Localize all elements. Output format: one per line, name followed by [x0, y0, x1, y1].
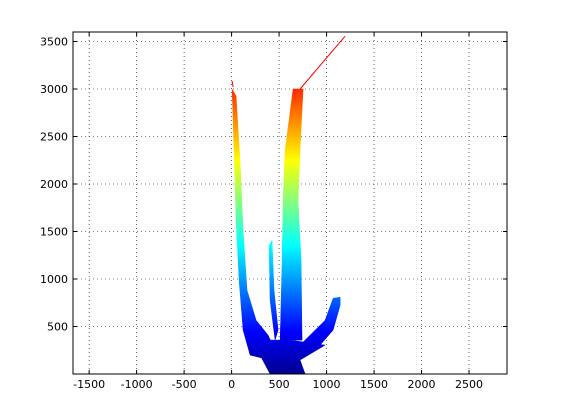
- x-tick-label: 2000: [408, 378, 436, 391]
- x-tick-label: 1500: [360, 378, 388, 391]
- x-tick-label: -1000: [121, 378, 153, 391]
- x-tick-label: -500: [172, 378, 197, 391]
- x-tick-label: 0: [228, 378, 235, 391]
- y-tick-label: 2500: [40, 131, 68, 144]
- axes-box: [72, 31, 508, 375]
- y-tick-label: 3000: [40, 83, 68, 96]
- patch: [279, 88, 304, 341]
- y-tick-label: 1000: [40, 273, 68, 286]
- y-tick-label: 1500: [40, 226, 68, 239]
- patch: [254, 339, 326, 375]
- x-tick-label: 1000: [313, 378, 341, 391]
- x-tick-label: 500: [269, 378, 290, 391]
- patch: [268, 239, 279, 341]
- y-tick-label: 500: [47, 321, 68, 334]
- y-tick-label: 3500: [40, 36, 68, 49]
- y-tick-label: 2000: [40, 178, 68, 191]
- line: [231, 80, 234, 88]
- x-tick-label: -1500: [73, 378, 105, 391]
- line: [299, 35, 346, 90]
- x-tick-label: 2500: [455, 378, 483, 391]
